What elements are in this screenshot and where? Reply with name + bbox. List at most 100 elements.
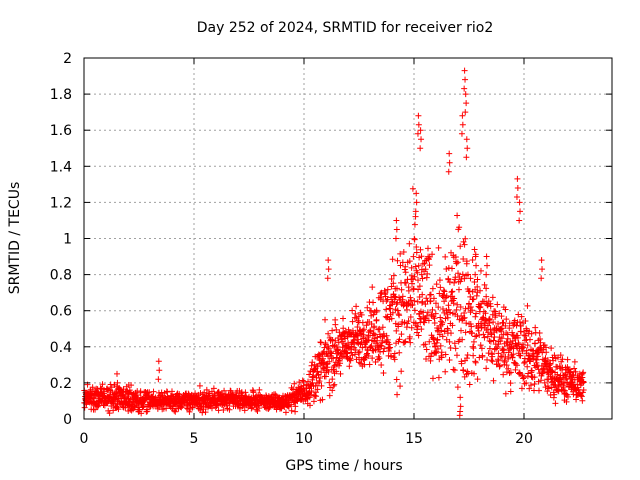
y-tick-labels: 0 0.2 0.4 0.6 0.8 1 1.2 1.4 1.6 1.8 2 (50, 51, 72, 428)
data-point (349, 352, 356, 359)
data-point (403, 306, 410, 313)
data-point (461, 309, 468, 316)
data-point (155, 358, 162, 365)
data-point (317, 339, 324, 346)
data-point (292, 403, 299, 410)
data-point (523, 347, 530, 354)
data-point (463, 258, 470, 265)
data-point (513, 193, 520, 200)
data-point (473, 292, 480, 299)
data-point (561, 380, 568, 387)
data-point (383, 332, 390, 339)
data-point (446, 159, 453, 166)
data-point (391, 356, 398, 363)
data-point (427, 298, 434, 305)
data-point (472, 253, 479, 260)
data-point (441, 298, 448, 305)
data-point (365, 352, 372, 359)
data-point (137, 388, 144, 395)
data-point (580, 369, 587, 376)
data-point (369, 284, 376, 291)
data-point (476, 354, 483, 361)
data-point (409, 280, 416, 287)
data-point (388, 353, 395, 360)
data-point (447, 309, 454, 316)
data-point (406, 333, 413, 340)
data-point (400, 249, 407, 256)
data-point (325, 330, 332, 337)
data-point (532, 324, 539, 331)
data-point (248, 405, 255, 412)
data-point (429, 251, 436, 258)
data-point (507, 388, 514, 395)
data-point (473, 310, 480, 317)
data-point (329, 376, 336, 383)
data-point (517, 328, 524, 335)
data-point (443, 265, 450, 272)
data-point (466, 288, 473, 295)
data-point (347, 355, 354, 362)
data-point (156, 367, 163, 374)
data-point (393, 285, 400, 292)
data-point (458, 327, 464, 334)
data-point (429, 306, 436, 313)
data-point (501, 357, 508, 364)
data-point (430, 295, 437, 302)
data-point (423, 295, 430, 302)
data-point (199, 409, 206, 416)
data-point (449, 288, 456, 295)
data-point (552, 400, 559, 407)
data-point (325, 368, 332, 375)
y-tick-label: 0.2 (50, 376, 72, 392)
data-point (521, 360, 528, 367)
y-tick-label: 1.6 (50, 123, 72, 139)
data-point (164, 389, 171, 396)
data-point (520, 374, 527, 381)
data-point (282, 409, 289, 416)
data-point (415, 121, 422, 128)
data-point (418, 253, 425, 260)
data-point (544, 388, 551, 395)
data-point (411, 297, 418, 304)
data-point (522, 332, 529, 339)
data-point (459, 336, 466, 343)
data-point (424, 245, 431, 252)
data-point (418, 136, 425, 143)
data-point (412, 213, 419, 220)
data-point (410, 253, 417, 260)
data-point (458, 360, 465, 367)
data-point (408, 264, 415, 271)
data-point (485, 329, 492, 336)
data-point (567, 375, 574, 382)
data-point (498, 325, 505, 332)
data-point (462, 109, 469, 116)
data-point (528, 330, 535, 337)
data-point (461, 275, 468, 282)
data-point (571, 358, 578, 365)
data-point (559, 356, 566, 363)
data-point (541, 366, 548, 373)
data-point (498, 313, 505, 320)
data-point (113, 388, 120, 395)
data-point (554, 364, 561, 371)
data-point (384, 286, 391, 293)
data-point (242, 389, 249, 396)
data-point (158, 389, 165, 396)
data-point (336, 329, 343, 336)
x-tick-label: 5 (190, 431, 199, 447)
data-point (437, 342, 444, 349)
data-point (375, 353, 382, 360)
data-point (446, 356, 453, 363)
data-point (415, 277, 422, 284)
data-point (220, 406, 227, 413)
data-point (332, 337, 339, 344)
data-point (442, 253, 449, 260)
data-point (307, 391, 314, 398)
data-point (525, 370, 532, 377)
data-point (454, 212, 461, 219)
data-point (470, 296, 477, 303)
data-point (533, 361, 540, 368)
data-point (408, 272, 415, 279)
data-point (405, 287, 412, 294)
data-point (510, 351, 517, 358)
